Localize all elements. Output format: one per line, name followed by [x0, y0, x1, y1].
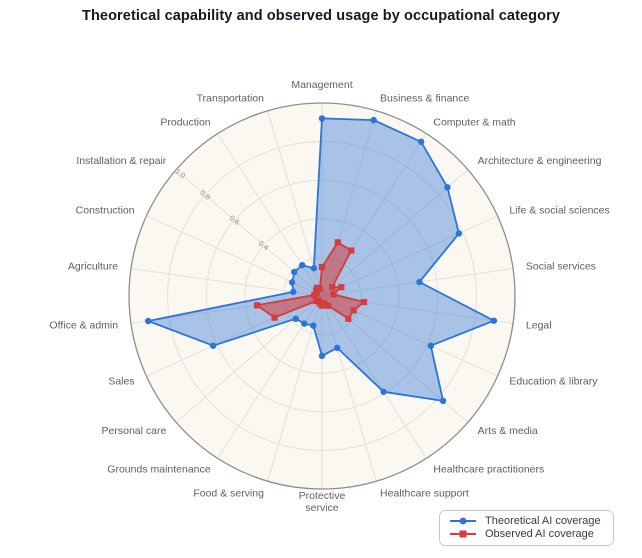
category-label: Management: [291, 79, 352, 91]
category-label: Healthcare support: [380, 488, 469, 500]
data-point-marker: [417, 138, 425, 145]
data-point-marker: [416, 278, 423, 286]
category-label: Life & social sciences: [509, 204, 609, 216]
data-point-marker: [490, 317, 498, 324]
radial-gridline: [167, 141, 477, 451]
data-point-marker: [298, 261, 306, 269]
data-point-marker: [310, 265, 318, 272]
category-label: Business & finance: [380, 92, 469, 104]
data-point-marker: [292, 315, 299, 322]
series-observed-ai-coverage: [253, 239, 368, 322]
category-label: Construction: [76, 204, 135, 216]
legend-item-observed[interactable]: Observed AI coverage: [448, 528, 601, 540]
radial-gridline: [244, 218, 400, 374]
legend-item-theoretical[interactable]: Theoretical AI coverage: [448, 515, 601, 527]
data-point-marker: [334, 344, 341, 352]
polar-axis-line: [128, 102, 516, 490]
category-label: Arts & media: [478, 425, 538, 437]
category-label: Social services: [526, 261, 596, 273]
radial-gridline: [282, 256, 362, 336]
data-point-marker: [370, 116, 377, 124]
data-point-marker: [444, 184, 451, 191]
data-point-marker: [291, 268, 298, 276]
chart-title: Theoretical capability and observed usag…: [82, 8, 560, 24]
category-label: Education & library: [509, 376, 598, 388]
data-point-marker: [380, 388, 387, 395]
data-point-marker: [329, 284, 336, 291]
data-point-marker: [288, 279, 296, 286]
data-point-marker: [330, 291, 337, 298]
data-point-marker: [350, 307, 357, 314]
category-label: Architecture & engineering: [478, 155, 602, 167]
angular-gridline: [130, 268, 323, 297]
angular-gridline: [267, 110, 323, 297]
grid: [130, 103, 514, 489]
category-label: Protective service: [299, 490, 346, 514]
category-label: Computer & math: [433, 117, 515, 129]
radial-gridline: [205, 179, 439, 413]
data-point-marker: [318, 352, 326, 360]
blue-line-circle-marker-icon: [450, 517, 476, 525]
data-point-marker: [310, 322, 317, 329]
data-point-marker: [318, 263, 326, 271]
data-point-marker: [360, 298, 368, 306]
category-label: Transportation: [197, 92, 264, 104]
legend: Theoretical AI coverage Observed AI cove…: [439, 510, 614, 546]
category-label: Production: [160, 117, 210, 129]
data-point-marker: [253, 302, 261, 309]
angular-gridline: [321, 295, 427, 459]
angular-gridline: [321, 169, 469, 297]
category-label: Legal: [526, 319, 552, 331]
category-label: Agriculture: [68, 261, 118, 273]
angular-gridline: [217, 133, 323, 297]
data-point-marker: [290, 288, 297, 296]
category-label: Installation & repair: [76, 155, 166, 167]
data-point-marker: [318, 115, 326, 122]
data-point-marker: [301, 320, 308, 327]
data-point-marker: [427, 342, 435, 349]
data-point-marker: [345, 315, 352, 322]
legend-label-theoretical: Theoretical AI coverage: [485, 515, 601, 527]
data-point-marker: [455, 230, 463, 237]
data-point-marker: [439, 397, 447, 405]
data-point-marker: [334, 239, 341, 246]
data-point-marker: [144, 317, 152, 325]
red-line-square-marker-icon: [450, 530, 476, 538]
angular-gridline: [321, 215, 498, 297]
data-point-marker: [348, 247, 355, 254]
data-point-marker: [313, 297, 320, 305]
category-label: Grounds maintenance: [107, 463, 210, 475]
category-label: Personal care: [102, 425, 167, 437]
category-label: Healthcare practitioners: [433, 463, 544, 475]
data-point-marker: [209, 342, 217, 349]
data-point-marker: [325, 302, 332, 309]
angular-gridline: [321, 295, 377, 482]
data-point-marker: [338, 284, 345, 291]
angular-gridline: [175, 169, 323, 297]
data-point-marker: [316, 285, 323, 292]
category-label: Office & admin: [49, 319, 118, 331]
category-label: Sales: [108, 376, 134, 388]
category-label: Food & serving: [193, 488, 264, 500]
data-point-marker: [271, 314, 278, 321]
legend-label-observed: Observed AI coverage: [485, 528, 594, 540]
series-theoretical-ai-coverage: [144, 115, 498, 405]
